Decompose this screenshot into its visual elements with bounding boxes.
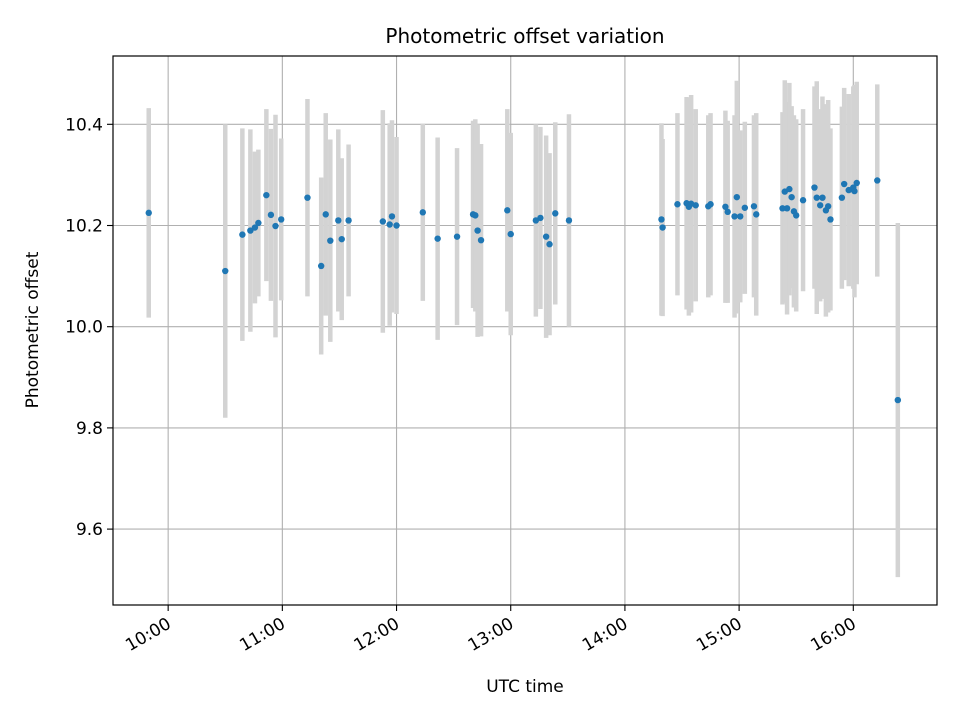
data-point <box>659 224 666 231</box>
data-point <box>507 230 514 238</box>
plot-frame <box>112 55 938 606</box>
data-point <box>733 193 741 201</box>
data-point <box>278 216 285 223</box>
data-point <box>565 217 573 224</box>
data-point <box>731 213 738 220</box>
data-point <box>504 207 511 214</box>
data-point <box>263 191 270 199</box>
data-point <box>552 210 559 217</box>
data-point <box>753 211 760 218</box>
data-point <box>658 216 665 223</box>
data-point <box>304 194 311 201</box>
data-point <box>874 177 881 184</box>
y-tick-label: 9.6 <box>76 520 103 540</box>
data-point <box>674 201 681 208</box>
data-point <box>542 233 550 240</box>
chart-title: Photometric offset variation <box>385 24 664 48</box>
data-point <box>267 211 275 219</box>
data-point <box>853 179 860 187</box>
data-point <box>145 209 152 217</box>
data-point <box>816 202 824 209</box>
data-point <box>247 227 254 234</box>
data-point <box>724 208 731 216</box>
y-axis-label: Photometric offset <box>23 251 43 408</box>
data-point <box>255 219 262 227</box>
data-point <box>741 204 749 211</box>
data-point <box>786 185 793 193</box>
data-point <box>707 201 714 208</box>
data-point <box>474 227 481 234</box>
x-axis-label: UTC time <box>486 677 564 697</box>
data-point <box>838 194 846 201</box>
data-point <box>788 193 795 201</box>
data-point <box>827 216 834 223</box>
data-point <box>799 197 807 204</box>
data-point <box>239 231 246 238</box>
data-point <box>338 235 345 243</box>
data-point <box>379 218 387 225</box>
data-point <box>222 267 229 275</box>
data-point <box>811 184 818 191</box>
data-point <box>327 237 334 244</box>
data-point <box>251 224 259 231</box>
data-point <box>477 236 485 244</box>
data-point <box>393 222 400 229</box>
data-point <box>537 214 544 222</box>
data-point <box>750 203 758 210</box>
data-point <box>386 221 393 228</box>
data-point <box>345 217 352 224</box>
data-point <box>824 203 832 210</box>
data-point <box>894 396 902 404</box>
data-point <box>793 212 800 219</box>
data-point <box>737 213 744 220</box>
data-point <box>317 262 325 270</box>
y-tick-label: 10.0 <box>65 318 103 338</box>
data-point <box>322 211 329 218</box>
data-point <box>272 222 279 230</box>
data-point <box>692 202 699 209</box>
data-point <box>819 194 826 201</box>
data-point <box>546 241 553 248</box>
data-point <box>851 187 858 195</box>
data-point <box>453 233 461 240</box>
data-point <box>335 217 342 224</box>
data-point <box>419 209 426 216</box>
data-points <box>145 177 902 404</box>
y-tick-label: 9.8 <box>76 419 103 439</box>
data-point <box>434 235 441 242</box>
y-tick-label: 10.4 <box>65 115 103 135</box>
data-point <box>388 213 396 220</box>
y-tick-label: 10.2 <box>65 217 103 237</box>
data-point <box>722 203 729 210</box>
data-point <box>783 205 791 212</box>
data-point <box>779 205 786 212</box>
data-point <box>472 212 479 219</box>
data-point <box>813 194 820 201</box>
data-point <box>840 180 848 188</box>
